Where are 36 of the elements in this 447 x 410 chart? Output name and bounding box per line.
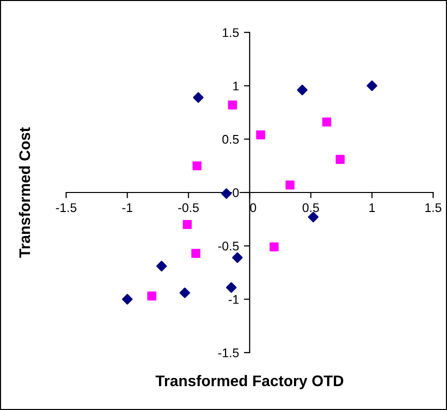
y-tick-label: 1 — [233, 82, 239, 90]
x-tick-label: 0 — [250, 203, 256, 212]
y-tick-label: 0.5 — [222, 134, 239, 144]
y-tick-label: -1.5 — [218, 348, 239, 358]
point — [221, 188, 232, 199]
point — [191, 248, 200, 258]
point — [336, 154, 345, 164]
x-tick-label: -1.5 — [56, 203, 76, 212]
point — [180, 288, 190, 298]
point — [156, 260, 167, 272]
x-tick-label: 1.5 — [425, 203, 442, 212]
y-tick-label: 0 — [232, 188, 239, 198]
x-axis-title: Transformed Factory OTD — [156, 375, 344, 390]
point — [366, 80, 378, 92]
point — [322, 118, 332, 127]
point — [228, 100, 238, 110]
point — [256, 130, 266, 140]
y-axis-title: Transformed Cost — [18, 127, 30, 258]
x-tick-label: -1 — [122, 203, 132, 212]
point — [270, 242, 279, 252]
point — [192, 92, 204, 103]
y-tick-label: -0.5 — [218, 242, 239, 251]
point — [286, 180, 295, 190]
point — [226, 282, 237, 293]
y-tick-label: 1.5 — [222, 28, 239, 38]
y-tick-label: -1 — [228, 295, 239, 304]
point — [232, 252, 243, 263]
x-tick-label: 1 — [369, 203, 375, 212]
x-tick-label: -0.5 — [178, 203, 199, 212]
x-tick-label: 0.5 — [302, 203, 319, 212]
point — [296, 84, 308, 96]
point — [308, 212, 319, 222]
point — [182, 220, 192, 230]
point — [147, 292, 156, 301]
point — [192, 161, 202, 170]
point — [122, 294, 133, 305]
